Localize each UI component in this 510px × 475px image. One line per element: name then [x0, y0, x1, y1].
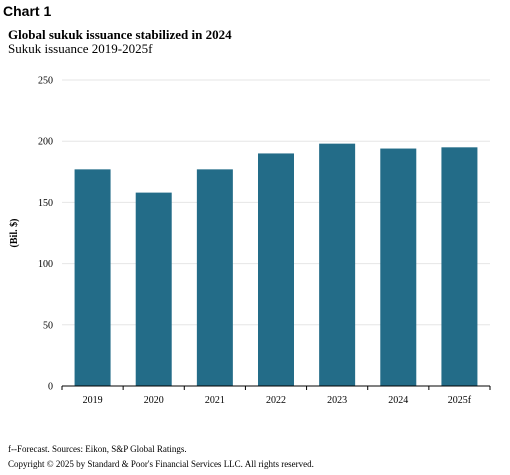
x-tick-label: 2022 — [266, 395, 286, 406]
chart-title: Global sukuk issuance stabilized in 2024 — [8, 27, 232, 42]
bar-2025f — [441, 147, 478, 386]
bar-2022 — [258, 153, 294, 386]
x-tick-label: 2020 — [144, 395, 164, 406]
y-tick-label: 200 — [38, 137, 53, 148]
y-axis-ticks: 0 50 100 150 200 250 — [38, 76, 53, 393]
copyright-notice: Copyright © 2025 by Standard & Poor's Fi… — [8, 459, 314, 469]
x-tick-label: 2019 — [83, 395, 103, 406]
bar-2019 — [74, 169, 111, 386]
y-tick-label: 100 — [38, 259, 53, 270]
chart-subtitle: Sukuk issuance 2019-2025f — [8, 41, 153, 56]
y-tick-label: 0 — [48, 382, 53, 393]
footnote: f--Forecast. Sources: Eikon, S&P Global … — [8, 444, 187, 454]
y-tick-label: 150 — [38, 198, 53, 209]
x-tick-label: 2023 — [327, 395, 347, 406]
chart-number-label: Chart 1 — [3, 3, 52, 19]
x-axis-ticks: 2019 2020 2021 2022 2023 2024 2025f — [61, 386, 491, 406]
x-tick-label: 2024 — [388, 395, 408, 406]
bar-2023 — [319, 143, 356, 386]
x-tick-label: 2021 — [205, 395, 225, 406]
y-axis-label: (Bil. $) — [9, 219, 20, 248]
bars — [74, 143, 478, 386]
x-tick-label: 2025f — [448, 395, 472, 406]
y-tick-label: 50 — [43, 320, 53, 331]
bar-2020 — [135, 192, 172, 386]
bar-2021 — [196, 169, 233, 386]
y-tick-label: 250 — [38, 76, 53, 87]
bar-2024 — [380, 148, 417, 386]
